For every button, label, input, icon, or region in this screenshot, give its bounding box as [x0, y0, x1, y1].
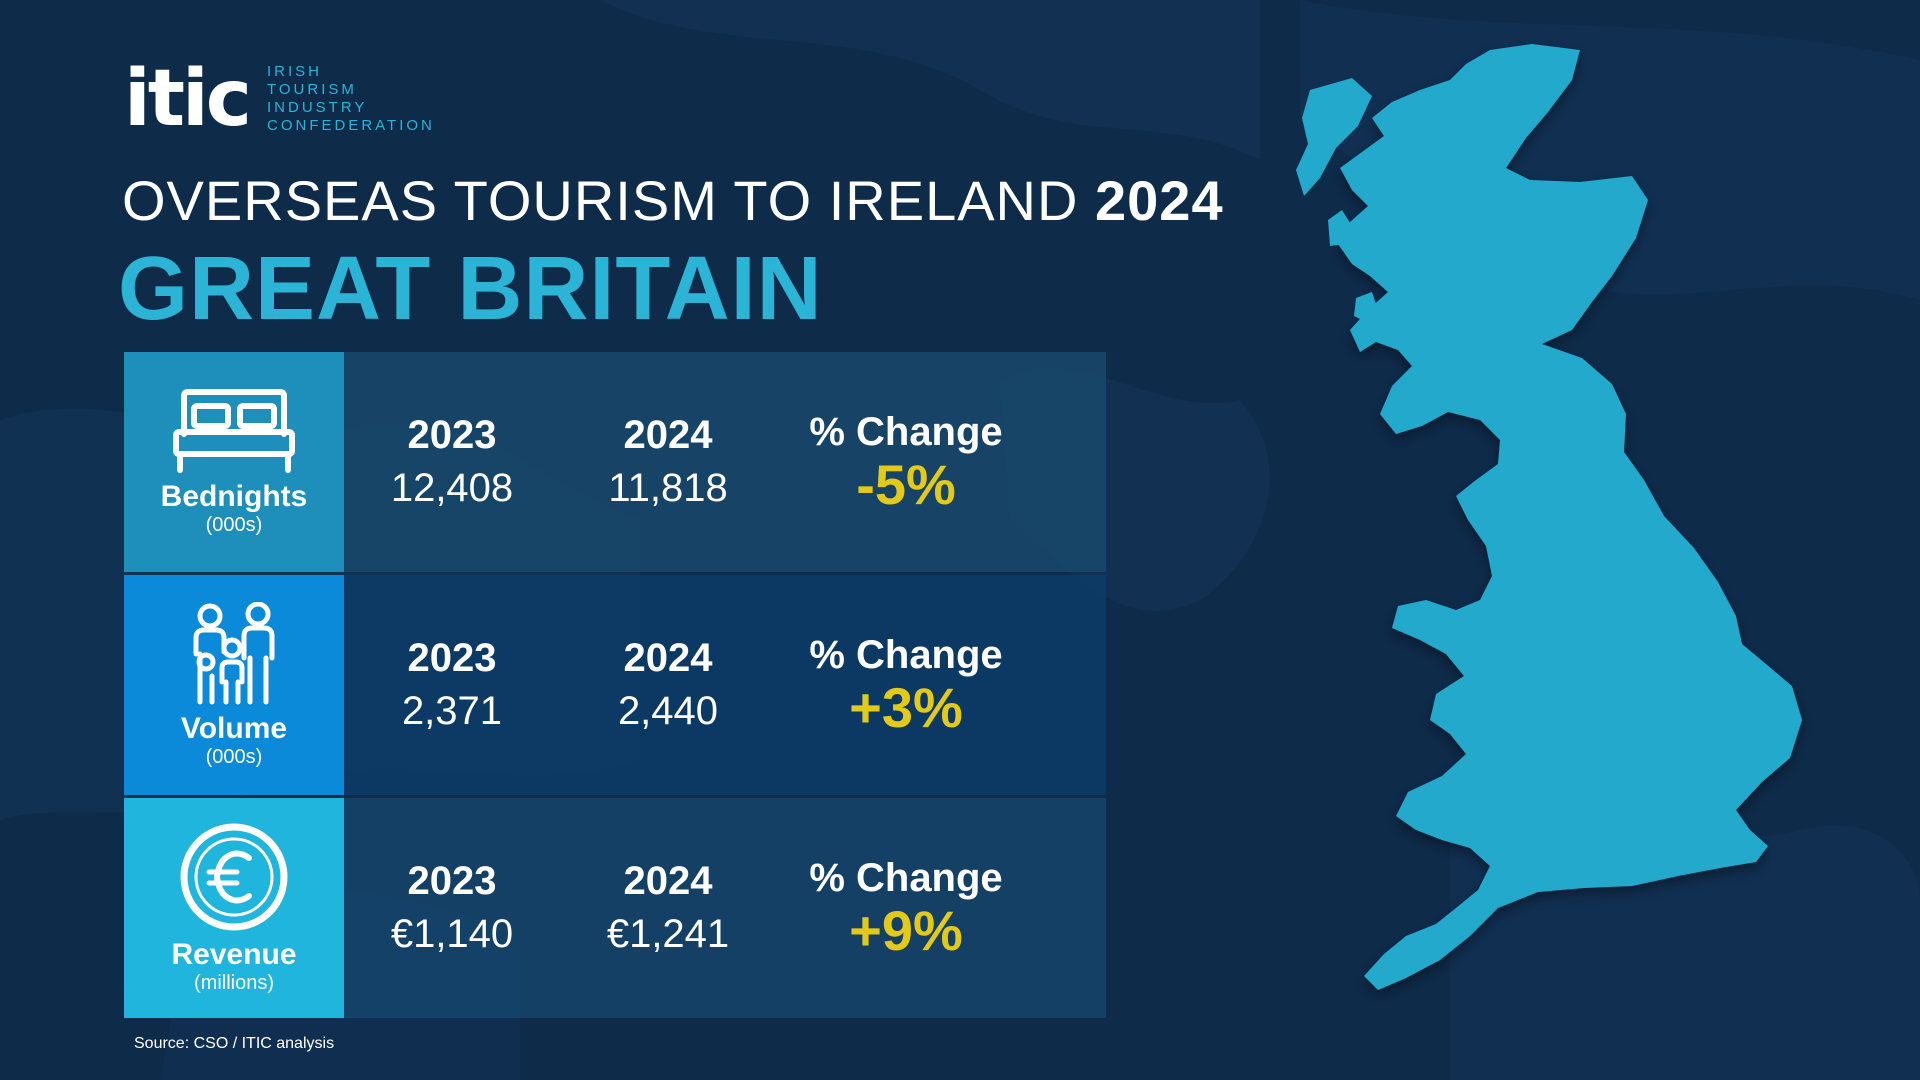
- col-2023: 2023 2,371: [344, 636, 560, 734]
- stats-table: Bednights (000s) 2023 12,408 2024 11,818…: [124, 352, 1106, 1021]
- metric-label: Bednights: [160, 479, 308, 513]
- data-cells: 2023 €1,140 2024 €1,241 % Change +9%: [344, 798, 1106, 1018]
- year-value: €1,140: [390, 912, 514, 956]
- great-britain-map: [1296, 44, 1802, 990]
- year-header: 2023: [407, 636, 497, 680]
- metric-cell: Revenue (millions): [124, 798, 344, 1018]
- metric-cell: Volume (000s): [124, 575, 344, 795]
- logo-line: TOURISM: [267, 81, 357, 98]
- logo-line: INDUSTRY: [267, 99, 368, 116]
- year-value: 2,440: [617, 689, 719, 733]
- metric-cell: Bednights (000s): [124, 352, 344, 572]
- col-2024: 2024 €1,241: [560, 859, 776, 957]
- metric-label: Revenue: [171, 937, 297, 971]
- title-prefix: OVERSEAS TOURISM TO IRELAND: [122, 169, 1079, 232]
- year-header: 2024: [623, 636, 713, 680]
- change-value: +9%: [849, 898, 963, 962]
- metric-unit: (millions): [194, 971, 274, 994]
- data-cells: 2023 12,408 2024 11,818 % Change -5%: [344, 352, 1106, 572]
- data-cells: 2023 2,371 2024 2,440 % Change +3%: [344, 575, 1106, 795]
- title-year: 2024: [1095, 169, 1224, 232]
- change-value: +3%: [849, 675, 963, 739]
- stats-row-revenue: Revenue (millions) 2023 €1,140 2024 €1,2…: [124, 798, 1106, 1018]
- year-value: 11,818: [608, 466, 728, 510]
- metric-unit: (000s): [205, 745, 263, 768]
- year-header: 2024: [623, 413, 713, 457]
- col-2024: 2024 11,818: [560, 413, 776, 511]
- logo-text: IRISH TOURISM INDUSTRY CONFEDERATION: [267, 63, 435, 135]
- itic-logo: itic IRISH TOURISM INDUSTRY CONFEDERATIO…: [124, 60, 435, 138]
- year-value: 12,408: [390, 466, 514, 510]
- col-2023: 2023 €1,140: [344, 859, 560, 957]
- col-change: % Change -5%: [776, 410, 1036, 515]
- metric-unit: (000s): [205, 513, 263, 536]
- change-value: -5%: [856, 452, 956, 516]
- col-change: % Change +9%: [776, 856, 1036, 961]
- bed-icon: [173, 388, 295, 473]
- page-title: OVERSEAS TOURISM TO IRELAND 2024: [122, 168, 1224, 233]
- stats-row-bednights: Bednights (000s) 2023 12,408 2024 11,818…: [124, 352, 1106, 572]
- stats-row-volume: Volume (000s) 2023 2,371 2024 2,440 % Ch…: [124, 575, 1106, 795]
- logo-mark: itic: [124, 54, 252, 144]
- change-header: % Change: [809, 409, 1003, 454]
- source-note: Source: CSO / ITIC analysis: [134, 1035, 335, 1052]
- market-headline: GREAT BRITAIN: [118, 239, 823, 339]
- logo-line: IRISH: [267, 63, 323, 80]
- col-change: % Change +3%: [776, 633, 1036, 738]
- logo-line: CONFEDERATION: [267, 117, 435, 134]
- year-value: 2,371: [401, 689, 503, 733]
- col-2023: 2023 12,408: [344, 413, 560, 511]
- year-value: €1,241: [606, 912, 730, 956]
- year-header: 2023: [407, 413, 497, 457]
- change-header: % Change: [809, 632, 1003, 677]
- euro-icon: [180, 823, 288, 930]
- metric-label: Volume: [180, 711, 288, 745]
- family-icon: [193, 601, 275, 704]
- year-header: 2023: [407, 859, 497, 903]
- col-2024: 2024 2,440: [560, 636, 776, 734]
- change-header: % Change: [809, 855, 1003, 900]
- year-header: 2024: [623, 859, 713, 903]
